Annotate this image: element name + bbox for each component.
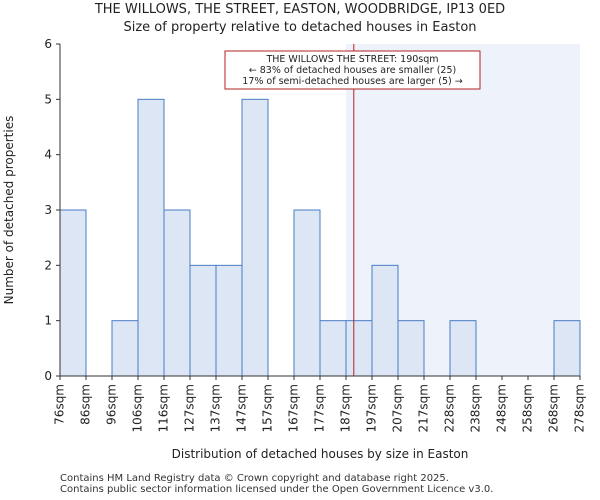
chart-title: THE WILLOWS, THE STREET, EASTON, WOODBRI… — [94, 2, 506, 17]
x-tick-label: 86sqm — [79, 384, 93, 425]
histogram-bar — [163, 209, 191, 377]
x-tick-label: 187sqm — [339, 384, 353, 432]
x-tick-label: 217sqm — [417, 384, 431, 432]
chart-subtitle: Size of property relative to detached ho… — [123, 20, 477, 35]
x-tick-label: 268sqm — [547, 384, 561, 432]
x-tick-label: 127sqm — [183, 384, 197, 432]
x-tick-label: 248sqm — [495, 384, 509, 432]
x-tick-label: 197sqm — [365, 384, 379, 432]
x-tick-label: 137sqm — [209, 384, 223, 432]
x-tick-label: 76sqm — [53, 384, 67, 425]
footer-line-1: Contains HM Land Registry data © Crown c… — [60, 473, 449, 484]
histogram-bar — [319, 320, 347, 377]
annotation-line-1: THE WILLOWS THE STREET: 190sqm — [265, 54, 438, 65]
y-tick-label: 5 — [44, 92, 52, 106]
histogram-bar — [59, 209, 87, 377]
histogram-bar — [215, 264, 243, 377]
annotation-line-3: 17% of semi-detached houses are larger (… — [242, 76, 462, 87]
x-tick-label: 157sqm — [261, 384, 275, 432]
y-tick-label: 2 — [44, 258, 52, 272]
x-tick-label: 96sqm — [105, 384, 119, 425]
y-tick-label: 3 — [44, 203, 52, 217]
x-tick-label: 106sqm — [131, 384, 145, 432]
footer-line-2: Contains public sector information licen… — [60, 484, 494, 495]
histogram-bar — [111, 320, 139, 377]
histogram-bar — [371, 264, 399, 377]
x-tick-label: 278sqm — [573, 384, 587, 432]
histogram-bar — [449, 320, 477, 377]
histogram-bar — [293, 209, 321, 377]
y-tick-label: 6 — [44, 37, 52, 51]
x-tick-label: 177sqm — [313, 384, 327, 432]
x-tick-label: 167sqm — [287, 384, 301, 432]
x-tick-label: 238sqm — [469, 384, 483, 432]
histogram-bar — [397, 320, 425, 377]
x-axis-title: Distribution of detached houses by size … — [172, 447, 469, 461]
histogram-bar — [345, 320, 373, 377]
x-tick-label: 147sqm — [235, 384, 249, 432]
histogram-bar — [189, 264, 217, 377]
histogram-bar — [137, 98, 165, 377]
x-tick-label: 116sqm — [157, 384, 171, 432]
x-tick-label: 228sqm — [443, 384, 457, 432]
y-tick-label: 1 — [44, 314, 52, 328]
histogram-bar — [553, 320, 581, 377]
annotation-line-2: ← 83% of detached houses are smaller (25… — [249, 65, 456, 76]
y-tick-label: 0 — [44, 369, 52, 383]
y-tick-label: 4 — [44, 148, 52, 162]
histogram-bar — [241, 98, 269, 377]
x-tick-label: 207sqm — [391, 384, 405, 432]
annotation-box — [224, 50, 481, 90]
y-axis-title: Number of detached properties — [2, 116, 16, 305]
x-tick-label: 258sqm — [521, 384, 535, 432]
